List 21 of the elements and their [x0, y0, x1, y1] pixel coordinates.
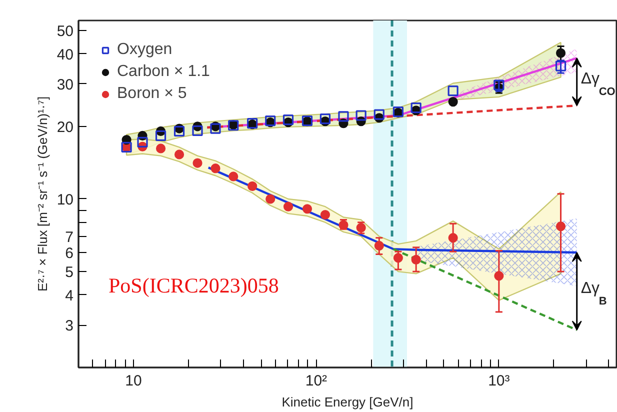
annotation: ΔγCO: [580, 70, 616, 98]
x-tick-label: 10: [125, 372, 142, 390]
y-tick-label: 30: [56, 76, 74, 94]
legend-label: Oxygen: [117, 41, 172, 59]
annotation: ΔγB: [580, 280, 607, 308]
y-tick-label: 20: [56, 118, 74, 136]
y-tick-label: 7: [65, 228, 74, 246]
y-tick-label: 50: [56, 22, 74, 40]
x-axis-title: Kinetic Energy [GeV/n]: [282, 394, 414, 410]
annotation: PoS(ICRC2023)058: [108, 274, 279, 298]
legend-label: Carbon × 1.1: [117, 63, 210, 81]
x-tick-label: 10²: [305, 372, 328, 390]
y-tick-label: 4: [65, 287, 74, 304]
legend-label: Boron × 5: [117, 85, 187, 103]
x-tick-label: 10³: [488, 372, 510, 390]
y-tick-label: 6: [65, 244, 74, 262]
y-tick-label: 40: [56, 46, 74, 64]
y-tick-label: 10: [56, 191, 74, 208]
y-axis-title: E²·⁷ × Flux [m⁻² sr⁻¹ s⁻¹ (GeV/n)¹·⁷]: [34, 96, 50, 292]
y-tick-label: 5: [65, 264, 74, 282]
y-tick-label: 3: [65, 318, 74, 335]
